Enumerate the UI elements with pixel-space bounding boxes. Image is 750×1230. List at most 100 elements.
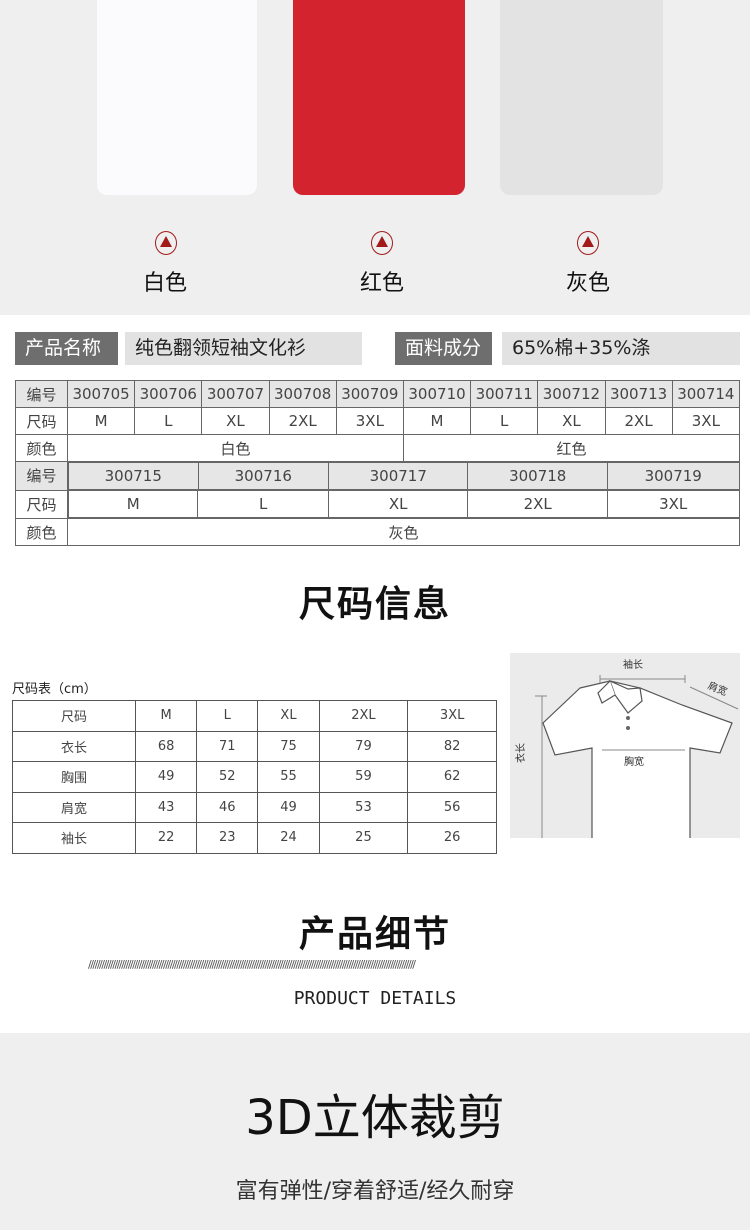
- feature-section: 3D立体裁剪 富有弹性/穿着舒适/经久耐穿: [0, 1033, 750, 1230]
- table-cell: 46: [196, 791, 259, 823]
- table-cell: 3XL: [671, 407, 741, 435]
- row-label: 编号: [15, 461, 68, 491]
- table-cell: 3XL: [335, 407, 404, 435]
- table-row: 袖长 22 23 24 25 26: [12, 822, 497, 854]
- table-cell: 68: [134, 730, 198, 762]
- table-cell: 2XL: [604, 407, 673, 435]
- table-cell: M: [402, 407, 472, 435]
- row-label: 颜色: [15, 518, 68, 546]
- table-cell: 300713: [604, 380, 673, 408]
- table-row: 胸围 49 52 55 59 62: [12, 761, 497, 793]
- table-cell: L: [134, 407, 203, 435]
- table-cell: 300714: [671, 380, 741, 408]
- table-cell: 75: [257, 730, 320, 762]
- fabric-label: 面料成分: [395, 332, 492, 365]
- table-header-cell: M: [134, 700, 198, 732]
- table-cell: 300712: [537, 380, 606, 408]
- size-table-caption: 尺码表（cm）: [12, 682, 97, 697]
- table-row: 颜色 灰色: [15, 518, 740, 546]
- table-header-cell: L: [196, 700, 259, 732]
- diagram-label-chest: 胸宽: [624, 755, 644, 768]
- table-row: 颜色 白色 红色: [15, 434, 741, 462]
- table-cell: 82: [407, 730, 497, 762]
- product-name-label: 产品名称: [15, 332, 118, 365]
- up-arrow-circle-icon: [371, 231, 393, 255]
- table-cell: 49: [134, 761, 198, 793]
- table-row: 肩宽 43 46 49 53 56: [12, 791, 497, 823]
- table-cell: 300709: [335, 380, 404, 408]
- up-arrow-circle-icon: [155, 231, 177, 255]
- swatch-label-white: 白色: [142, 271, 187, 296]
- size-info-title: 尺码信息: [298, 584, 451, 625]
- table-cell: 衣长: [12, 730, 136, 762]
- table-cell: M: [66, 407, 136, 435]
- table-cell: 300717: [328, 462, 469, 490]
- size-table: 尺码 M L XL 2XL 3XL 衣长 68 71 75 79 82 胸围 49 52 55 59 62 肩宽 43…: [12, 700, 497, 854]
- fabric-value: 65%棉+35%涤: [502, 332, 740, 365]
- row-label: 尺码: [15, 407, 68, 435]
- table-cell: 胸围: [12, 761, 136, 793]
- product-details-title: 产品细节: [298, 914, 451, 955]
- table-cell: 肩宽: [12, 791, 136, 823]
- table-header-cell: 尺码: [12, 700, 136, 732]
- product-details-subtitle: PRODUCT DETAILS: [293, 988, 457, 1009]
- table-cell: 53: [318, 791, 409, 823]
- feature-title: 3D立体裁剪: [245, 1090, 505, 1146]
- row-label: 颜色: [15, 434, 68, 462]
- table-cell: 55: [257, 761, 320, 793]
- table-cell: 300710: [402, 380, 472, 408]
- table-header-cell: XL: [257, 700, 320, 732]
- table-cell: 300718: [467, 462, 608, 490]
- diagram-label-length: 衣长: [514, 743, 527, 763]
- table-cell: 43: [134, 791, 198, 823]
- up-arrow-circle-icon: [577, 231, 599, 255]
- table-row: 衣长 68 71 75 79 82: [12, 730, 497, 762]
- swatch-label-gray: 灰色: [565, 271, 610, 296]
- gray-shirt-image: [500, 0, 663, 195]
- feature-subtitle: 富有弹性/穿着舒适/经久耐穿: [235, 1179, 515, 1204]
- table-cell: 24: [257, 822, 320, 854]
- table-cell: 300707: [201, 380, 270, 408]
- table-cell: 灰色: [67, 518, 740, 546]
- table-cell: 300711: [470, 380, 539, 408]
- table-cell: 62: [407, 761, 497, 793]
- table-cell: 3XL: [606, 490, 740, 518]
- row-label: 尺码: [15, 489, 68, 519]
- table-cell: 白色: [67, 434, 404, 462]
- table-cell: 59: [318, 761, 409, 793]
- table-cell: 25: [318, 822, 409, 854]
- table-row: 尺码 M L XL 2XL 3XL: [15, 489, 740, 519]
- table-header-row: 尺码 M L XL 2XL 3XL: [12, 700, 497, 732]
- table-cell: 2XL: [467, 490, 608, 518]
- table-row: 编号 300715 300716 300717 300718 300719: [15, 461, 740, 491]
- table-cell: 26: [407, 822, 497, 854]
- table-cell: 49: [257, 791, 320, 823]
- table-cell: 300706: [134, 380, 203, 408]
- table-cell: XL: [327, 490, 469, 518]
- slash-divider: ////////////////////////////////////////…: [88, 958, 416, 971]
- table-cell: L: [197, 490, 329, 518]
- table-cell: L: [470, 407, 539, 435]
- table-cell: 红色: [402, 434, 741, 462]
- table-header-cell: 2XL: [318, 700, 409, 732]
- table-cell: 22: [134, 822, 198, 854]
- size-diagram: 袖长 肩宽 胸宽 衣长: [510, 653, 740, 849]
- table-row: 编号 300705 300706 300707 300708 300709 300710 30…: [15, 380, 741, 408]
- table-cell: 300719: [606, 462, 740, 490]
- table-row: 尺码 M L XL 2XL 3XL M L XL 2XL 3XL: [15, 407, 741, 435]
- color-swatch-section: 白色 红色 灰色: [0, 0, 750, 315]
- table-cell: 300715: [68, 462, 199, 490]
- table-cell: M: [67, 490, 199, 518]
- table-cell: 71: [196, 730, 259, 762]
- table-cell: 79: [318, 730, 409, 762]
- table-cell: XL: [537, 407, 606, 435]
- white-shirt-image: [97, 0, 257, 195]
- product-name-value: 纯色翻领短袖文化衫: [125, 332, 362, 365]
- table-header-cell: 3XL: [407, 700, 497, 732]
- table-cell: 56: [407, 791, 497, 823]
- table-cell: 52: [196, 761, 259, 793]
- swatch-label-red: 红色: [359, 271, 404, 296]
- red-shirt-image: [293, 0, 465, 195]
- diagram-label-sleeve: 袖长: [623, 658, 643, 671]
- row-label: 编号: [15, 380, 68, 408]
